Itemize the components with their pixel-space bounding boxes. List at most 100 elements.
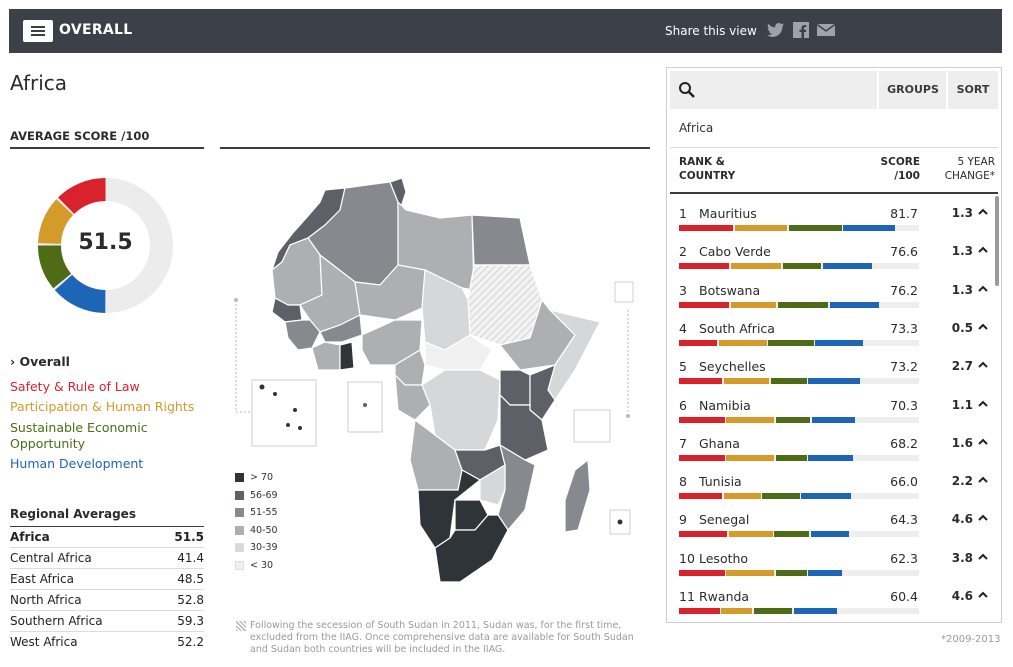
africa-map (234, 177, 634, 583)
country-rank: 10 (679, 550, 695, 566)
chevron-up-icon (978, 323, 988, 330)
country-row[interactable]: 11 Rwanda 60.4 4.6 (667, 581, 1001, 619)
country-row[interactable]: 8 Tunisia 66.0 2.2 (667, 466, 1001, 504)
country-row[interactable]: 7 Ghana 68.2 1.6 (667, 428, 1001, 466)
chevron-up-icon (978, 208, 988, 215)
country-change: 2.2 (951, 474, 973, 489)
menu-button[interactable] (23, 20, 53, 42)
category-overall[interactable]: › Overall (10, 354, 70, 369)
country-row[interactable]: 10 Lesotho 62.3 3.8 (667, 543, 1001, 581)
column-rank-country[interactable]: RANK & COUNTRY (679, 155, 735, 183)
column-score[interactable]: SCORE /100 (872, 155, 920, 183)
country-row[interactable]: 6 Namibia 70.3 1.1 (667, 390, 1001, 428)
country-change: 4.6 (951, 589, 973, 603)
legend-swatch (235, 473, 244, 483)
regional-row[interactable]: North Africa 52.8 (10, 589, 204, 610)
regional-name: Africa (10, 530, 50, 544)
regional-row[interactable]: Central Africa 41.4 (10, 547, 204, 568)
email-icon[interactable] (817, 22, 835, 38)
regional-row[interactable]: West Africa 52.2 (10, 631, 204, 652)
country-ghana[interactable] (339, 341, 355, 371)
country-tunisia[interactable] (389, 177, 407, 213)
score-bar-segment-green (775, 454, 807, 461)
legend-label: 56-69 (250, 489, 278, 501)
groups-button[interactable]: GROUPS (887, 83, 939, 96)
search-icon[interactable] (678, 81, 696, 99)
country-cote-divoire[interactable] (311, 341, 341, 371)
country-mauritania[interactable] (271, 237, 323, 306)
category-list: › Overall Safety & Rule of Law Participa… (10, 352, 194, 474)
category-economic[interactable]: Sustainable Economic Opportunity (10, 420, 148, 451)
score-bar-segment-red (679, 569, 725, 576)
country-row[interactable]: 4 South Africa 73.3 0.5 (667, 313, 1001, 351)
country-drc[interactable] (421, 369, 501, 451)
country-sudan[interactable] (467, 264, 543, 346)
average-score-donut (38, 178, 173, 313)
sao-tome-island (363, 403, 367, 407)
country-row[interactable]: 1 Mauritius 81.7 1.3 (667, 198, 1001, 236)
score-bar-segment-green (788, 225, 842, 231)
country-name: Senegal (699, 512, 750, 528)
regional-row[interactable]: Africa 51.5 (10, 526, 204, 547)
regional-row[interactable]: Southern Africa 59.3 (10, 610, 204, 631)
country-zimbabwe[interactable] (479, 463, 506, 506)
country-change: 1.6 (951, 435, 973, 450)
category-human[interactable]: Human Development (10, 456, 144, 471)
menu-icon-line (31, 34, 45, 36)
legend-item: < 30 (235, 557, 278, 575)
page-title: Africa (10, 71, 68, 95)
country-score: 64.3 (890, 512, 918, 528)
legend-item: > 70 (235, 469, 278, 487)
score-bar-segment-green (753, 608, 793, 614)
category-participation[interactable]: Participation & Human Rights (10, 399, 195, 414)
country-change: 1.3 (951, 244, 973, 259)
scrollbar[interactable] (995, 196, 999, 286)
legend-label: < 30 (250, 559, 274, 571)
years-note: *2009-2013 (941, 634, 1001, 645)
regional-row[interactable]: East Africa 48.5 (10, 568, 204, 589)
country-change: 3.8 (951, 550, 973, 565)
chevron-up-icon (978, 514, 988, 522)
sort-button[interactable]: SORT (956, 83, 990, 96)
score-bar-segment-orange (728, 531, 773, 538)
legend-swatch (235, 508, 244, 518)
chevron-up-icon (978, 361, 988, 368)
country-rank: 4 (679, 320, 687, 336)
country-egypt[interactable] (471, 214, 531, 266)
country-row[interactable]: 9 Senegal 64.3 4.6 (667, 504, 1001, 542)
score-bar (679, 569, 919, 576)
score-bar-segment-blue (808, 569, 842, 576)
legend-item: 40-50 (235, 522, 278, 540)
footnote: Following the secession of South Sudan i… (236, 620, 636, 656)
divider (877, 71, 879, 109)
footnote-text: Following the secession of South Sudan i… (250, 620, 634, 655)
score-bar (679, 378, 919, 385)
inset-cabo-verde (251, 379, 317, 447)
country-row[interactable]: 5 Seychelles 73.2 2.7 (667, 351, 1001, 389)
country-change: 0.5 (951, 320, 973, 335)
regional-name: East Africa (10, 572, 74, 586)
score-bar (679, 608, 919, 614)
score-bar-segment-red (679, 339, 718, 346)
country-car[interactable] (424, 334, 493, 371)
score-bar-segment-orange (730, 263, 782, 270)
score-bar-segment-blue (843, 225, 895, 231)
country-score: 73.3 (890, 320, 918, 336)
score-bar-segment-green (782, 263, 822, 270)
category-safety[interactable]: Safety & Rule of Law (10, 379, 140, 394)
country-name: Botswana (699, 282, 761, 298)
country-south-africa[interactable] (434, 514, 509, 583)
regional-value: 41.4 (177, 551, 204, 565)
column-change[interactable]: 5 YEAR CHANGE* (937, 155, 995, 183)
country-madagascar[interactable] (564, 458, 591, 533)
country-row[interactable]: 3 Botswana 76.2 1.3 (667, 275, 1001, 313)
country-row[interactable]: 2 Cabo Verde 76.6 1.3 (667, 236, 1001, 274)
country-guinea[interactable] (284, 319, 321, 351)
donut-segment-safety (38, 178, 173, 313)
column-score-unit: /100 (894, 170, 920, 182)
twitter-icon[interactable] (767, 22, 785, 38)
score-bar (679, 339, 919, 346)
score-bar (679, 493, 919, 500)
score-bar (679, 531, 919, 538)
facebook-icon[interactable] (792, 22, 810, 38)
